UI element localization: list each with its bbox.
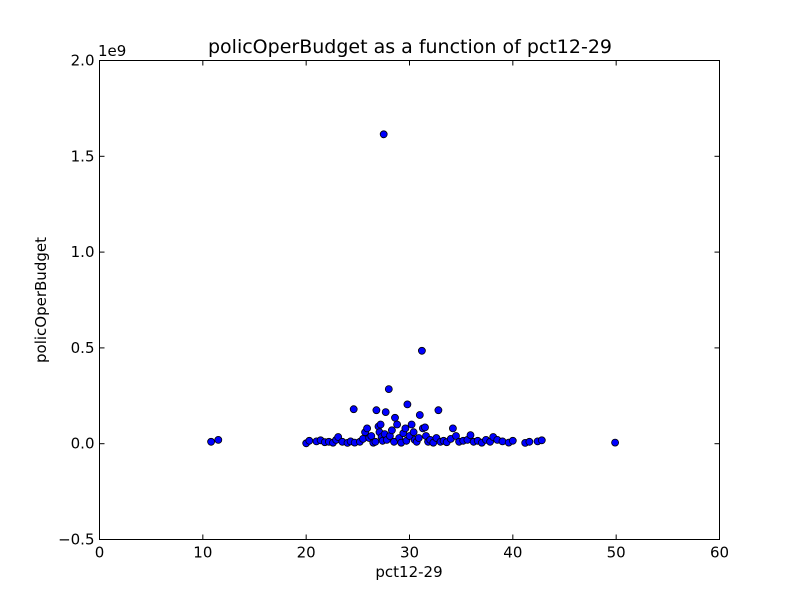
- x-tick-label: 30: [400, 544, 419, 562]
- x-tick-label: 60: [710, 544, 729, 562]
- scatter-point: [349, 405, 358, 414]
- scatter-point: [434, 406, 443, 415]
- scatter-point: [391, 413, 399, 422]
- scatter-point: [448, 424, 457, 433]
- scatter-point: [401, 424, 410, 433]
- scatter-point: [409, 428, 418, 437]
- scatter-point: [387, 426, 396, 435]
- scatter-point: [611, 438, 619, 447]
- x-tick-label: 50: [607, 544, 626, 562]
- y-axis-label: policOperBudget: [32, 237, 50, 363]
- ticks-layer: 0 10 20 30 40 50 60 −0.5 0.0 0.5 1.0 1.5 2.0: [58, 52, 729, 562]
- y-offset-label: 1e9: [98, 42, 126, 60]
- chart-title: policOperBudget as a function of pct12-2…: [208, 36, 612, 58]
- x-tick-label: 40: [503, 544, 522, 562]
- scatter-point: [379, 130, 388, 139]
- x-tick-label: 20: [297, 544, 316, 562]
- scatter-point: [414, 434, 423, 442]
- scatter-point: [466, 431, 475, 440]
- scatter-point: [525, 437, 534, 446]
- y-tick-label: 0.5: [71, 339, 95, 357]
- y-tick-label: 1.5: [71, 147, 95, 165]
- y-tick-label: 1.0: [71, 243, 95, 261]
- x-tick-label: 0: [95, 544, 105, 562]
- scatter-point: [407, 420, 416, 429]
- scatter-point: [363, 424, 372, 433]
- scatter-point: [498, 437, 507, 446]
- y-tick-label: −0.5: [58, 531, 94, 549]
- scatter-point: [393, 420, 402, 429]
- scatter-point: [508, 436, 517, 445]
- scatter-point: [415, 411, 424, 419]
- scatter-point: [537, 436, 546, 445]
- scatter-point: [403, 400, 412, 409]
- scatter-point: [371, 437, 380, 446]
- scatter-point: [305, 436, 314, 445]
- points-layer: [207, 130, 619, 448]
- x-axis-label: pct12-29: [375, 563, 442, 581]
- scatter-point: [376, 420, 385, 429]
- x-tick-label: 10: [193, 544, 212, 562]
- scatter-point: [381, 408, 390, 417]
- scatter-point: [384, 385, 393, 394]
- scatter-point: [372, 406, 381, 415]
- scatter-point: [421, 423, 429, 432]
- y-tick-label: 2.0: [71, 52, 95, 70]
- scatter-point: [207, 437, 216, 446]
- scatter-point: [417, 346, 426, 355]
- y-tick-label: 0.0: [71, 435, 95, 453]
- scatter-point: [214, 435, 223, 444]
